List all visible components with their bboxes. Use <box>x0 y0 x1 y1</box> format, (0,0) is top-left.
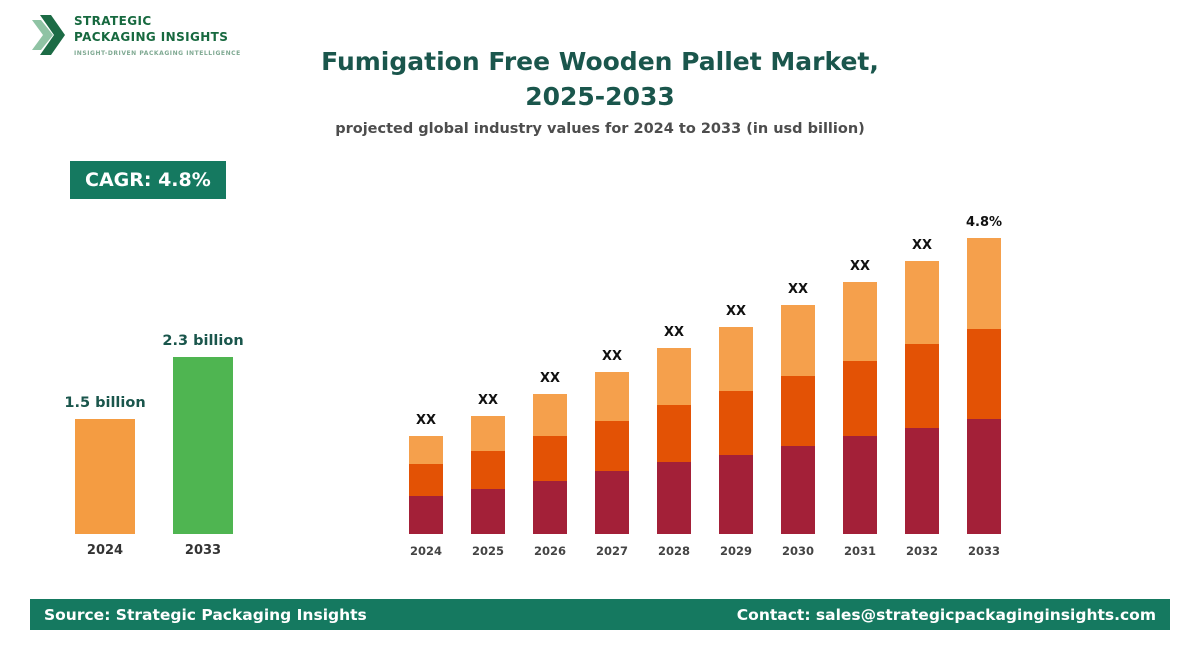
stacked-bar-group-2031: XX 2031 <box>842 259 878 558</box>
stacked-bar-value-label: XX <box>477 393 499 408</box>
bar-segment-bottom <box>471 489 505 534</box>
mini-bar-group-2024: 1.5 billion 2024 <box>64 395 146 558</box>
stacked-bar-value-label: XX <box>663 325 685 340</box>
bar-segment-middle <box>533 436 567 481</box>
stacked-bar-2032 <box>905 261 939 534</box>
stacked-bar-value-label: 4.8% <box>965 215 1003 230</box>
stacked-bar-value-label: XX <box>415 413 437 428</box>
bar-segment-bottom <box>905 428 939 534</box>
bar-segment-bottom <box>967 419 1001 534</box>
logo-chevron-icon <box>32 15 65 55</box>
stacked-bar-category: 2028 <box>657 544 690 558</box>
stacked-bar-2031 <box>843 282 877 534</box>
stacked-bar-2028 <box>657 348 691 534</box>
stacked-bar-value-label: XX <box>601 349 623 364</box>
bar-segment-bottom <box>595 471 629 534</box>
bar-segment-top <box>409 436 443 464</box>
stacked-bar-category: 2027 <box>595 544 628 558</box>
logo-tagline: INSIGHT-DRIVEN PACKAGING INTELLIGENCE <box>74 50 241 58</box>
page-subtitle: projected global industry values for 202… <box>335 121 865 137</box>
footer-bar: Source: Strategic Packaging Insights Con… <box>30 599 1170 630</box>
stacked-bar-category: 2024 <box>409 544 442 558</box>
stacked-bar-category: 2026 <box>533 544 566 558</box>
bar-segment-top <box>843 282 877 361</box>
bar-segment-middle <box>781 376 815 446</box>
bar-segment-middle <box>409 464 443 496</box>
stacked-bar-2027 <box>595 372 629 534</box>
stacked-bar-2025 <box>471 416 505 534</box>
bar-segment-middle <box>905 344 939 428</box>
logo: STRATEGIC PACKAGING INSIGHTS INSIGHT-DRI… <box>30 14 241 57</box>
bar-segment-bottom <box>409 496 443 534</box>
stacked-bar-value-label: XX <box>911 238 933 253</box>
bar-segment-middle <box>657 405 691 462</box>
bar-segment-top <box>781 305 815 376</box>
stacked-bar-category: 2025 <box>471 544 504 558</box>
mini-bar-2024 <box>75 419 135 534</box>
mini-bar-category: 2033 <box>184 543 222 558</box>
footer-contact: Contact: sales@strategicpackaginginsight… <box>736 605 1156 624</box>
stacked-bar-value-label: XX <box>849 259 871 274</box>
bar-segment-bottom <box>719 455 753 534</box>
mini-bar-category: 2024 <box>86 543 124 558</box>
header: Fumigation Free Wooden Pallet Market, 20… <box>0 44 1200 137</box>
page-title-line-2: 2025-2033 <box>525 82 675 111</box>
mini-chart: 1.5 billion 2024 2.3 billion 2033 <box>64 333 244 558</box>
bar-segment-middle <box>843 361 877 436</box>
bar-segment-middle <box>967 329 1001 419</box>
bar-segment-top <box>471 416 505 451</box>
stacked-bar-2026 <box>533 394 567 534</box>
bar-segment-top <box>595 372 629 421</box>
stacked-bar-group-2033: 4.8% 2033 <box>966 215 1002 558</box>
stacked-bar-group-2030: XX 2030 <box>780 282 816 558</box>
bar-segment-bottom <box>781 446 815 534</box>
stacked-bar-category: 2030 <box>781 544 814 558</box>
bar-segment-middle <box>471 451 505 489</box>
stacked-bar-value-label: XX <box>725 304 747 319</box>
footer-source: Source: Strategic Packaging Insights <box>44 605 367 624</box>
stacked-bar-group-2027: XX 2027 <box>594 349 630 558</box>
stacked-bar-2030 <box>781 305 815 534</box>
bar-segment-middle <box>719 391 753 455</box>
bar-segment-top <box>967 238 1001 329</box>
logo-line-1: STRATEGIC <box>74 14 152 28</box>
stacked-bar-category: 2029 <box>719 544 752 558</box>
stacked-bar-group-2026: XX 2026 <box>532 371 568 558</box>
stacked-bar-value-label: XX <box>787 282 809 297</box>
bar-segment-top <box>719 327 753 391</box>
stacked-bar-2024 <box>409 436 443 534</box>
stacked-bar-group-2025: XX 2025 <box>470 393 506 558</box>
mini-bar-value-label: 1.5 billion <box>64 395 146 411</box>
stacked-bar-group-2028: XX 2028 <box>656 325 692 558</box>
stacked-bar-category: 2032 <box>905 544 938 558</box>
stacked-bar-group-2024: XX 2024 <box>408 413 444 558</box>
mini-bar-group-2033: 2.3 billion 2033 <box>162 333 244 558</box>
bar-segment-bottom <box>843 436 877 534</box>
logo-line-2: PACKAGING INSIGHTS <box>74 29 229 44</box>
bar-segment-bottom <box>533 481 567 534</box>
stacked-bar-group-2032: XX 2032 <box>904 238 940 558</box>
stacked-bar-2029 <box>719 327 753 534</box>
logo-text: STRATEGIC PACKAGING INSIGHTS INSIGHT-DRI… <box>74 14 241 57</box>
mini-bar-value-label: 2.3 billion <box>162 333 244 349</box>
bar-segment-top <box>905 261 939 344</box>
mini-bar-2033 <box>173 357 233 534</box>
cagr-badge: CAGR: 4.8% <box>70 161 226 199</box>
stacked-bar-category: 2031 <box>843 544 876 558</box>
bar-segment-top <box>657 348 691 405</box>
stacked-bar-2033 <box>967 238 1001 534</box>
stacked-bar-group-2029: XX 2029 <box>718 304 754 558</box>
bar-segment-middle <box>595 421 629 471</box>
stacked-bar-value-label: XX <box>539 371 561 386</box>
bar-segment-top <box>533 394 567 436</box>
main-chart: XX 2024 XX 2025 XX 2026 XX 2027 XX 2028 XX 2029 XX 20… <box>408 215 1002 558</box>
bar-segment-bottom <box>657 462 691 534</box>
page-title-line-1: Fumigation Free Wooden Pallet Market, <box>321 47 879 76</box>
stacked-bar-category: 2033 <box>967 544 1000 558</box>
